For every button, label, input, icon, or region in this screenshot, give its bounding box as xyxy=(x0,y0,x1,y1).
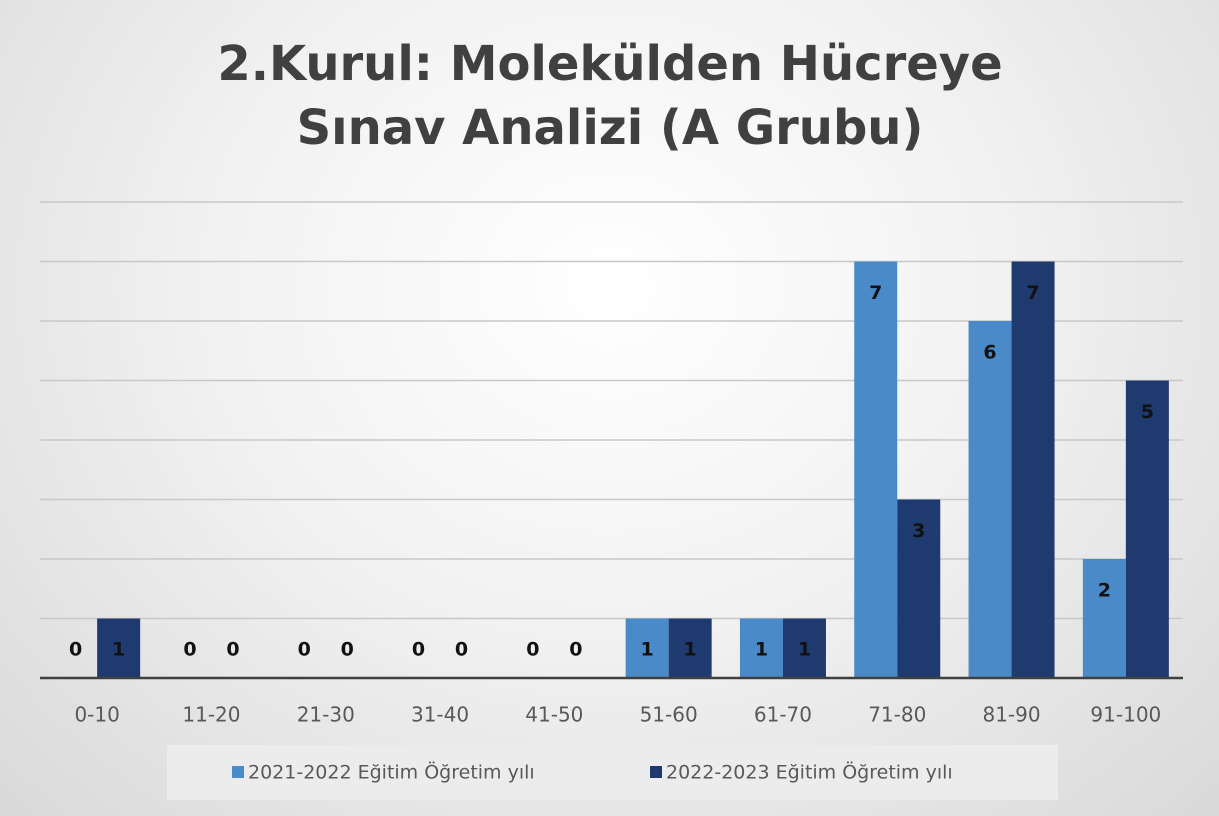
x-tick-label: 11-20 xyxy=(182,703,240,727)
x-tick-label: 41-50 xyxy=(525,703,583,727)
data-label: 7 xyxy=(869,282,882,304)
x-tick-label: 31-40 xyxy=(411,703,469,727)
data-label: 0 xyxy=(298,639,311,661)
x-tick-label: 61-70 xyxy=(754,703,812,727)
legend-label: 2022-2023 Eğitim Öğretim yılı xyxy=(666,761,953,784)
data-label: 6 xyxy=(983,342,996,364)
data-label: 0 xyxy=(341,639,354,661)
x-tick-label: 51-60 xyxy=(640,703,698,727)
bar xyxy=(968,321,1012,678)
bar xyxy=(1125,380,1169,678)
bar xyxy=(854,261,898,678)
legend-swatch xyxy=(232,766,244,778)
data-label: 0 xyxy=(569,639,582,661)
legend-box xyxy=(167,745,1058,800)
data-label: 1 xyxy=(684,639,697,661)
data-label: 0 xyxy=(183,639,196,661)
bar xyxy=(782,618,826,678)
x-tick-label: 0-10 xyxy=(74,703,119,727)
data-label: 1 xyxy=(112,639,125,661)
data-label: 0 xyxy=(526,639,539,661)
data-label: 2 xyxy=(1098,580,1111,602)
x-tick-label: 21-30 xyxy=(297,703,355,727)
data-label: 1 xyxy=(755,639,768,661)
bar xyxy=(97,618,141,678)
x-tick-label: 91-100 xyxy=(1090,703,1161,727)
bar xyxy=(1011,261,1055,678)
data-label: 0 xyxy=(412,639,425,661)
x-tick-label: 81-90 xyxy=(982,703,1040,727)
data-label: 0 xyxy=(455,639,468,661)
x-tick-label: 71-80 xyxy=(868,703,926,727)
data-label: 0 xyxy=(226,639,239,661)
data-label: 1 xyxy=(798,639,811,661)
data-label: 3 xyxy=(912,520,925,542)
data-label: 7 xyxy=(1026,282,1039,304)
data-label: 0 xyxy=(69,639,82,661)
legend-swatch xyxy=(650,766,662,778)
bar xyxy=(897,499,941,678)
bar xyxy=(1082,559,1126,678)
legend-label: 2021-2022 Eğitim Öğretim yılı xyxy=(248,761,535,784)
bar xyxy=(625,618,669,678)
data-label: 5 xyxy=(1141,401,1154,423)
bar xyxy=(668,618,712,678)
data-label: 1 xyxy=(641,639,654,661)
chart-title: 2.Kurul: Molekülden Hücreye Sınav Analiz… xyxy=(217,36,1003,156)
bar xyxy=(739,618,783,678)
